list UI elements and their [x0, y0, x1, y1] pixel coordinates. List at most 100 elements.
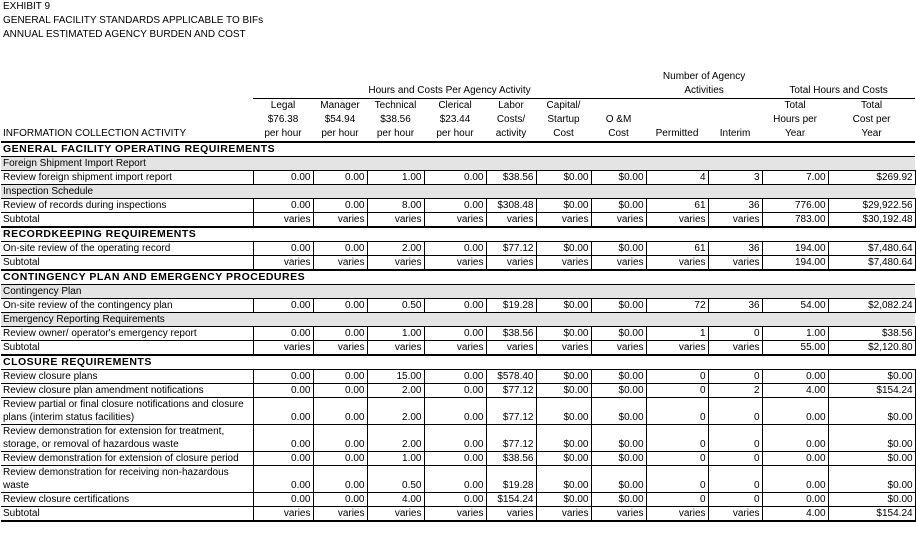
data-row: On-site review of the operating record 0.…	[1, 241, 916, 256]
value: varies	[590, 506, 647, 522]
value: 0.00	[312, 369, 368, 384]
value: varies	[535, 506, 592, 522]
value: $29,922.56	[827, 198, 916, 213]
value: varies	[707, 340, 763, 356]
value: 0.00	[761, 424, 829, 452]
value: $0.00	[535, 298, 592, 313]
value: $38.56	[485, 170, 537, 185]
burden-table: Hours and Costs Per Agency Activity Numbe…	[1, 56, 916, 522]
value: $0.00	[535, 424, 592, 452]
value: 0	[707, 492, 763, 507]
activity: Review of records during inspections	[1, 198, 253, 213]
value: varies	[312, 506, 368, 522]
value: 36	[707, 241, 763, 256]
value: 0.00	[761, 369, 829, 384]
section-title: GENERAL FACILITY OPERATING REQUIREMENTS	[1, 141, 916, 157]
value: $154.24	[827, 506, 916, 522]
value: varies	[423, 506, 487, 522]
value: $0.00	[535, 326, 592, 341]
value: 0.00	[252, 492, 314, 507]
value: varies	[535, 255, 592, 271]
value: 0.00	[423, 326, 487, 341]
column-header: Manager $54.94 per hour	[320, 100, 360, 139]
column-header: Capital/ Startup Cost	[546, 100, 581, 139]
value: 0.00	[252, 424, 314, 452]
value: 194.00	[761, 241, 829, 256]
value: $38.56	[827, 326, 916, 341]
value: $0.00	[535, 465, 592, 493]
activity: Subtotal	[1, 340, 253, 356]
value: 0	[707, 397, 763, 425]
value: 0	[707, 326, 763, 341]
value: 55.00	[761, 340, 829, 356]
subtotal-row: Subtotal varies varies varies varies varies va…	[1, 255, 916, 271]
value: 0.00	[423, 198, 487, 213]
value: 54.00	[761, 298, 829, 313]
value: 1.00	[761, 326, 829, 341]
value: 3	[707, 170, 763, 185]
value: $0.00	[535, 451, 592, 466]
value: 0.00	[252, 465, 314, 493]
value: 61	[645, 198, 709, 213]
value: 0.00	[761, 451, 829, 466]
value: $38.56	[485, 451, 537, 466]
value: 0.00	[423, 170, 487, 185]
value: varies	[535, 212, 592, 228]
value: 2.00	[366, 241, 425, 256]
exhibit: EXHIBIT 9	[3, 1, 51, 12]
value: varies	[535, 340, 592, 356]
value: varies	[645, 506, 709, 522]
activity: Review owner/ operator's emergency repor…	[1, 326, 253, 341]
value: varies	[423, 212, 487, 228]
value: $0.00	[827, 424, 916, 452]
value: $0.00	[590, 451, 647, 466]
subsection-row: Foreign Shipment Import Report	[1, 156, 916, 171]
subtotal-row: Subtotal varies varies varies varies varies va…	[1, 340, 916, 356]
column-header: Technical $38.56 per hour	[374, 100, 417, 139]
activity: Subtotal	[1, 212, 253, 228]
section-row: CONTINGENCY PLAN AND EMERGENCY PROCEDURE…	[1, 269, 916, 285]
value: $2,082.24	[827, 298, 916, 313]
value: 4.00	[761, 506, 829, 522]
value: varies	[707, 506, 763, 522]
value: 0.00	[312, 170, 368, 185]
value: 0.00	[252, 298, 314, 313]
value: 0.00	[312, 424, 368, 452]
value: $0.00	[590, 397, 647, 425]
value: $0.00	[590, 298, 647, 313]
activity: Review foreign shipment import report	[1, 170, 253, 185]
value: $0.00	[590, 492, 647, 507]
value: varies	[423, 340, 487, 356]
value: varies	[366, 506, 425, 522]
value: varies	[485, 340, 537, 356]
value: $154.24	[827, 383, 916, 398]
section-title: RECORDKEEPING REQUIREMENTS	[1, 226, 916, 242]
value: 36	[707, 298, 763, 313]
value: 0	[707, 465, 763, 493]
section-row: CLOSURE REQUIREMENTS	[1, 354, 916, 370]
value: 1.00	[366, 326, 425, 341]
value: $269.92	[827, 170, 916, 185]
value: 4	[645, 170, 709, 185]
subsection-row: Contingency Plan	[1, 284, 916, 299]
activity: On-site review of the contingency plan	[1, 298, 253, 313]
value: 0.00	[312, 397, 368, 425]
value: 0.00	[312, 383, 368, 398]
subtotal-row: Subtotal varies varies varies varies varies va…	[1, 212, 916, 228]
value: $0.00	[590, 198, 647, 213]
value: varies	[366, 255, 425, 271]
data-row: On-site review of the contingency plan 0.…	[1, 298, 916, 313]
activity: Review demonstration for extension for t…	[1, 424, 253, 452]
activity: Review demonstration for extension of cl…	[1, 451, 253, 466]
value: 0.00	[423, 298, 487, 313]
value: 0	[707, 369, 763, 384]
value: $154.24	[485, 492, 537, 507]
value: 0.00	[252, 241, 314, 256]
value: 0.00	[423, 451, 487, 466]
subtotal-row: Subtotal varies varies varies varies varies va…	[1, 506, 916, 522]
value: 1.00	[366, 170, 425, 185]
group-header: Number of Agency Activities	[646, 56, 763, 99]
value: $0.00	[827, 369, 916, 384]
value: 0.00	[312, 326, 368, 341]
value: $77.12	[485, 383, 537, 398]
